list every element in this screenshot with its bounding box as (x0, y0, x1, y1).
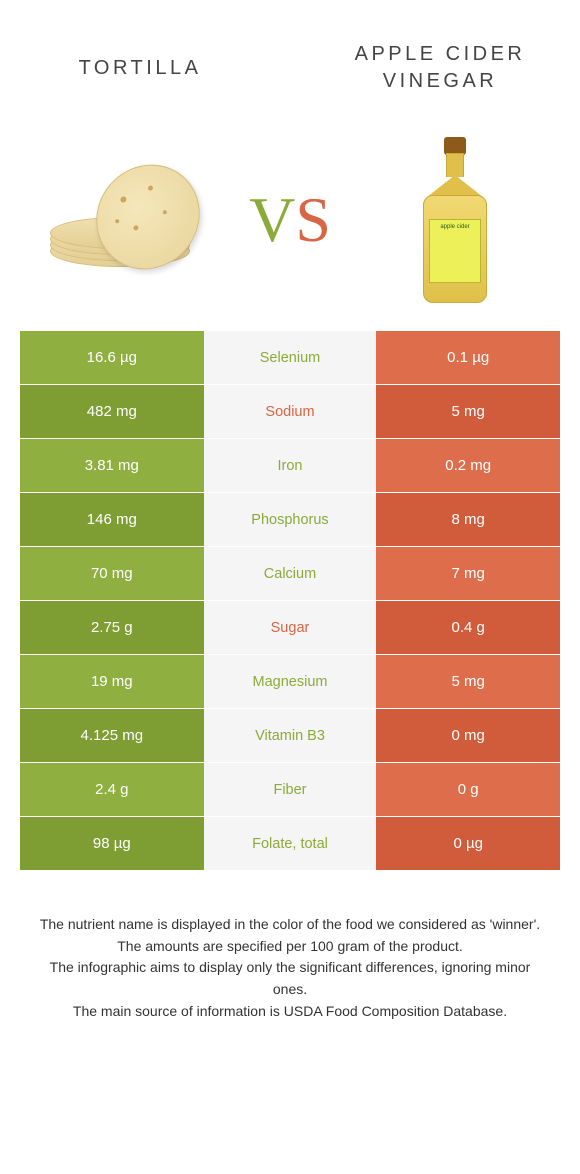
table-row: 19 mgMagnesium5 mg (20, 654, 560, 708)
footer-line-1: The nutrient name is displayed in the co… (34, 914, 546, 936)
table-row: 146 mgPhosphorus8 mg (20, 492, 560, 546)
nutrient-label: Sugar (204, 601, 377, 654)
table-row: 70 mgCalcium7 mg (20, 546, 560, 600)
bottle-label: apple cider (429, 219, 481, 283)
title-left: Tortilla (40, 55, 240, 82)
tortilla-icon (50, 165, 200, 275)
header-titles: Tortilla Apple cider vinegar (0, 0, 580, 120)
footer-line-2: The amounts are specified per 100 gram o… (34, 936, 546, 958)
footer-line-4: The main source of information is USDA F… (34, 1001, 546, 1023)
right-value: 0 mg (376, 709, 560, 762)
vs-s: S (295, 184, 331, 255)
nutrient-label: Magnesium (204, 655, 377, 708)
right-value: 5 mg (376, 655, 560, 708)
table-row: 98 µgFolate, total0 µg (20, 816, 560, 870)
nutrient-label: Selenium (204, 331, 377, 384)
nutrient-label: Fiber (204, 763, 377, 816)
nutrient-label: Iron (204, 439, 377, 492)
table-row: 482 mgSodium5 mg (20, 384, 560, 438)
right-value: 0.4 g (376, 601, 560, 654)
right-value: 0 µg (376, 817, 560, 870)
table-row: 16.6 µgSelenium0.1 µg (20, 330, 560, 384)
title-right: Apple cider vinegar (340, 41, 540, 95)
left-value: 4.125 mg (20, 709, 204, 762)
nutrient-label: Sodium (204, 385, 377, 438)
footer-notes: The nutrient name is displayed in the co… (0, 870, 580, 1022)
right-value: 0 g (376, 763, 560, 816)
left-value: 3.81 mg (20, 439, 204, 492)
left-value: 98 µg (20, 817, 204, 870)
bottle-icon: apple cider (420, 135, 490, 305)
right-value: 7 mg (376, 547, 560, 600)
comparison-images: VS apple cider (0, 120, 580, 320)
left-value: 2.75 g (20, 601, 204, 654)
left-value: 146 mg (20, 493, 204, 546)
right-value: 5 mg (376, 385, 560, 438)
table-row: 2.4 gFiber0 g (20, 762, 560, 816)
left-value: 19 mg (20, 655, 204, 708)
nutrient-label: Calcium (204, 547, 377, 600)
left-value: 16.6 µg (20, 331, 204, 384)
left-value: 2.4 g (20, 763, 204, 816)
nutrient-table: 16.6 µgSelenium0.1 µg482 mgSodium5 mg3.8… (20, 330, 560, 870)
right-food-image: apple cider (370, 135, 540, 305)
nutrient-label: Vitamin B3 (204, 709, 377, 762)
table-row: 3.81 mgIron0.2 mg (20, 438, 560, 492)
footer-line-3: The infographic aims to display only the… (34, 957, 546, 1000)
right-value: 0.1 µg (376, 331, 560, 384)
right-value: 0.2 mg (376, 439, 560, 492)
table-row: 2.75 gSugar0.4 g (20, 600, 560, 654)
right-value: 8 mg (376, 493, 560, 546)
nutrient-label: Folate, total (204, 817, 377, 870)
nutrient-label: Phosphorus (204, 493, 377, 546)
vs-label: VS (249, 183, 331, 257)
vs-v: V (249, 184, 295, 255)
left-value: 70 mg (20, 547, 204, 600)
table-row: 4.125 mgVitamin B30 mg (20, 708, 560, 762)
left-food-image (40, 135, 210, 305)
left-value: 482 mg (20, 385, 204, 438)
